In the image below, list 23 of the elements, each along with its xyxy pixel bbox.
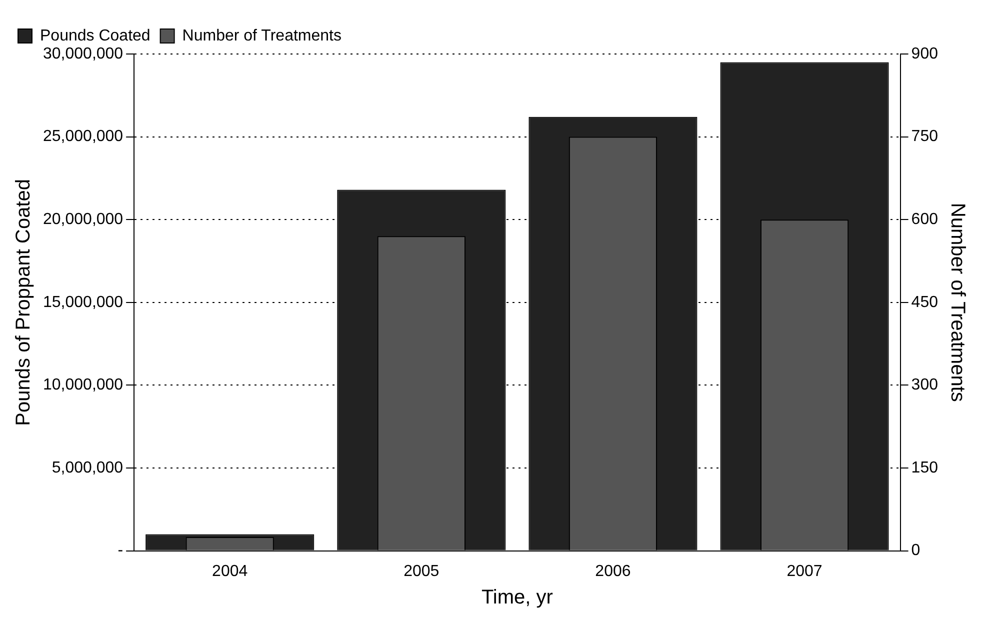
x-tick-label: 2007 (786, 562, 822, 580)
y-axis-title: Pounds of Proppant Coated (12, 178, 35, 426)
y2-axis-title: Number of Treatments (946, 202, 968, 402)
x-axis-title: Time, yr (481, 586, 554, 609)
x-tick-label: 2005 (404, 562, 440, 580)
y-tick-label: 5,000,000 (52, 459, 124, 476)
legend-label: Pounds Coated (40, 27, 150, 44)
x-tick-label: 2006 (595, 562, 631, 580)
y-tick-label: 15,000,000 (43, 294, 124, 311)
y2-tick-label: 600 (911, 211, 938, 228)
y-tick-label: 25,000,000 (43, 128, 124, 146)
y2-tick-label: 300 (911, 376, 938, 394)
y-tick-label: 30,000,000 (43, 45, 124, 62)
y-tick-label: - (118, 542, 124, 560)
legend-label: Number of Treatments (182, 27, 342, 44)
y2-tick-label: 0 (911, 542, 920, 560)
y2-tick-label: 750 (911, 128, 938, 146)
x-tick-label: 2004 (212, 562, 248, 580)
y2-tick-label: 900 (911, 45, 938, 62)
y2-tick-label: 450 (911, 294, 938, 311)
y-tick-label: 20,000,000 (43, 211, 124, 228)
y2-tick-label: 150 (911, 459, 938, 476)
y-tick-label: 10,000,000 (43, 376, 124, 394)
